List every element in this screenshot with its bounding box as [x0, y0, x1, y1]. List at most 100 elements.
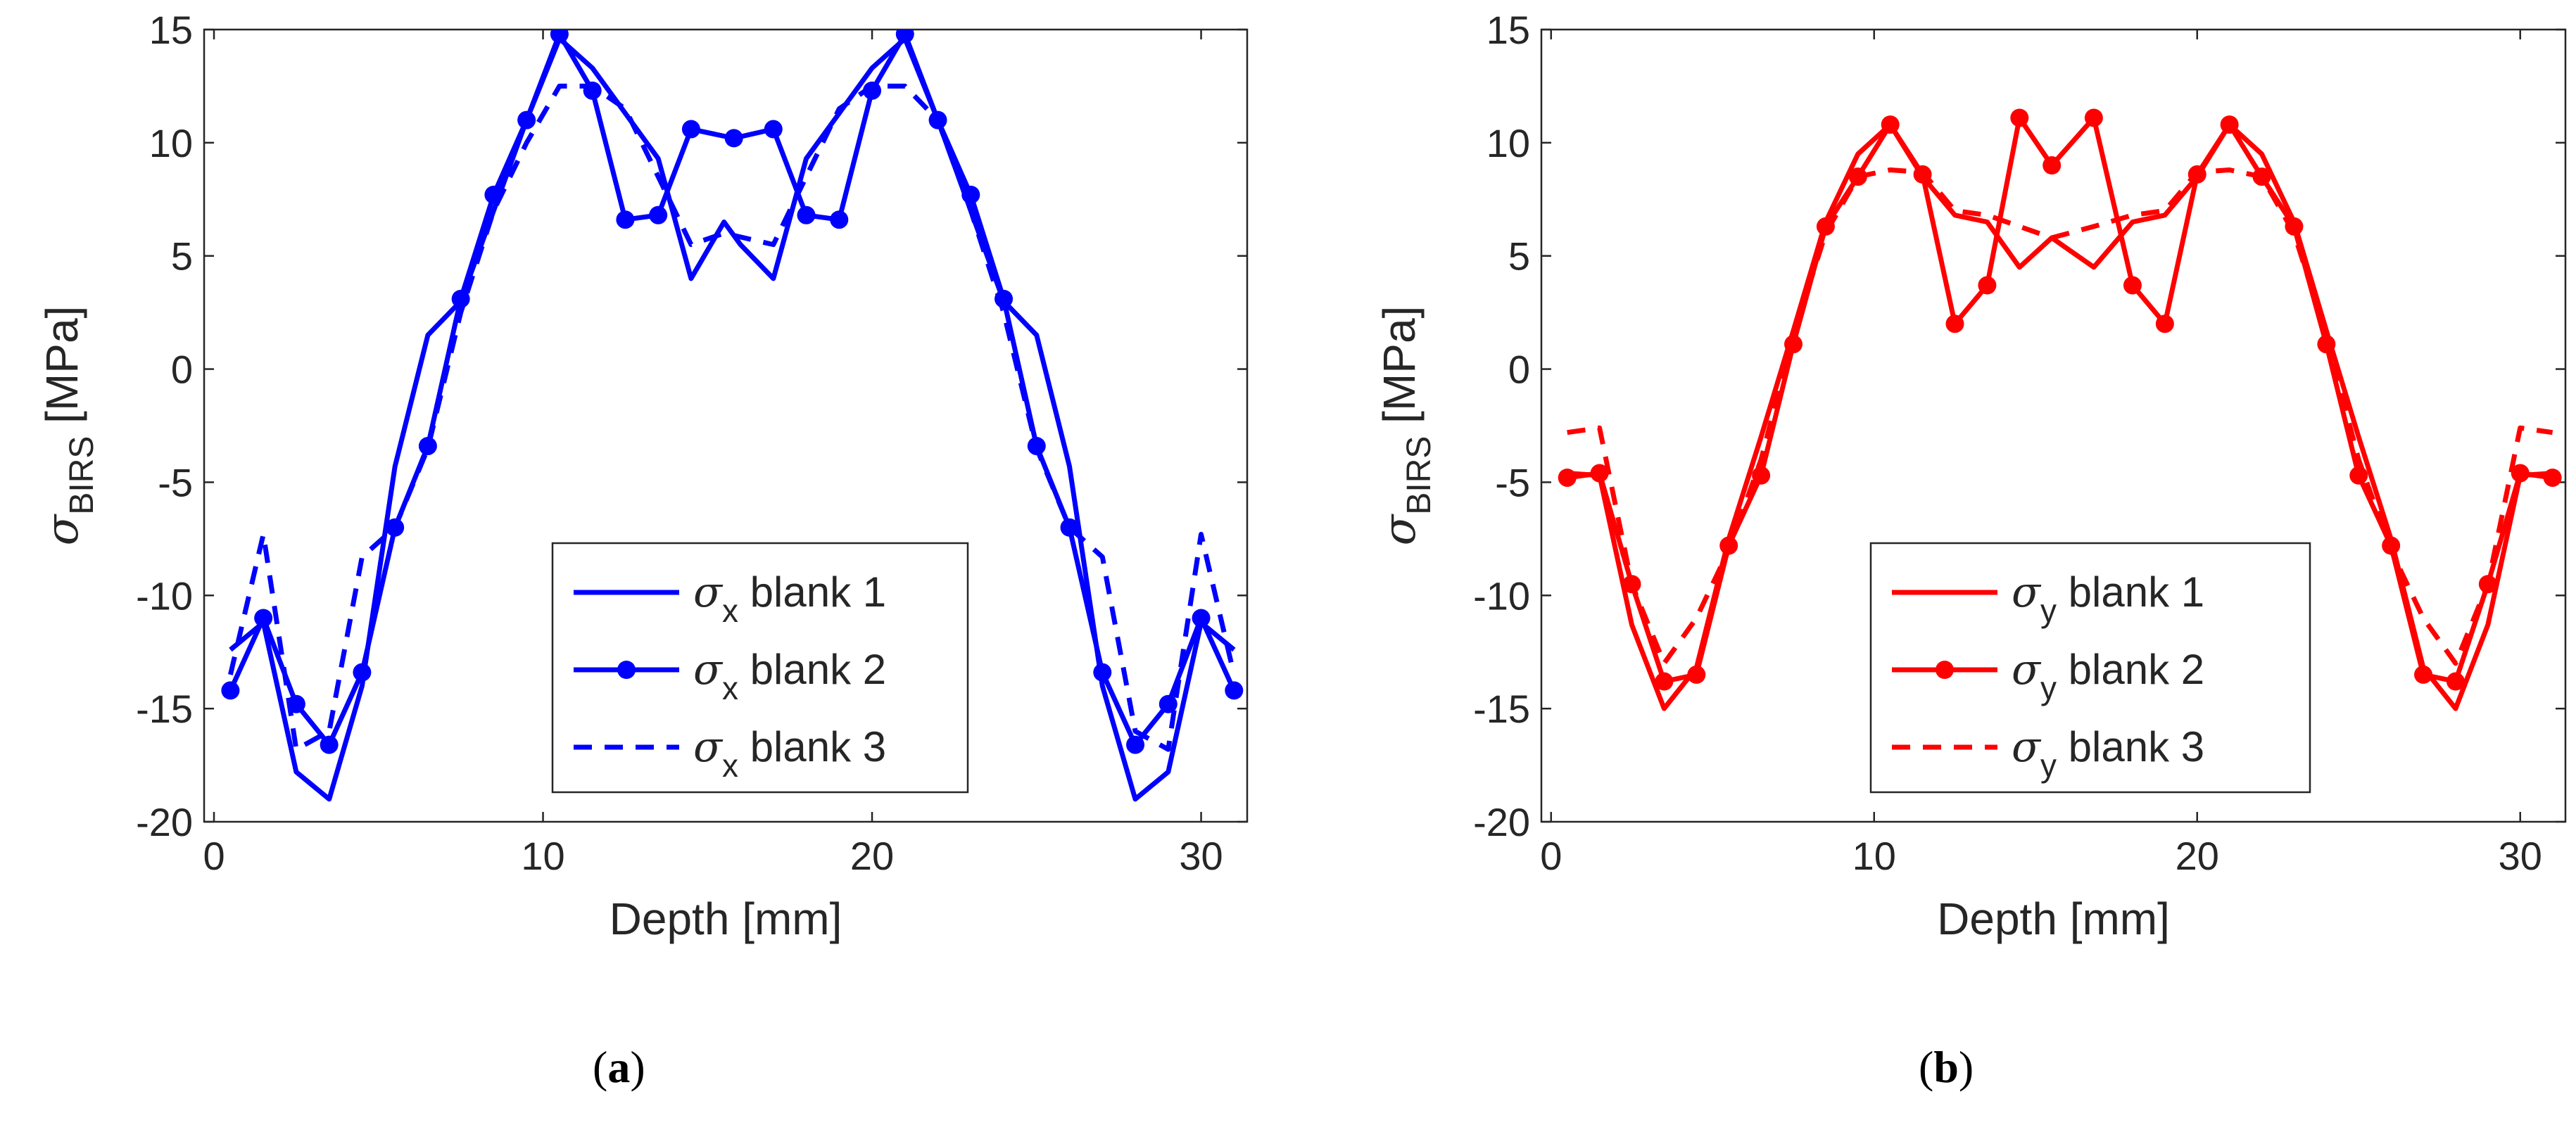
- panel-a-series-blank-2-point: [797, 205, 816, 224]
- panel-b-series-blank-2-point: [1752, 466, 1771, 485]
- panel-b-legend-blank-2-marker: [1936, 661, 1954, 679]
- panel-b-ytick-label: -15: [1473, 687, 1530, 731]
- panel-a-legend-blank-2-symbol: σ: [693, 645, 724, 694]
- panel-b-ytick-label: -20: [1473, 800, 1530, 844]
- panel-b-series-blank-2-point: [1590, 464, 1609, 483]
- panel-b-series-blank-2-point: [2414, 665, 2433, 684]
- panel-a-legend-blank-1-name: blank 1: [738, 568, 886, 616]
- panel-a-ytick-label: 15: [149, 8, 193, 52]
- panel-a-series-blank-2-point: [724, 129, 743, 148]
- panel-b-y-axis-symbol: σ: [1374, 513, 1426, 545]
- panel-b-series-blank-2-point: [2043, 156, 2062, 175]
- panel-b-legend-blank-1-label: σy blank 1: [2012, 568, 2204, 629]
- panel-a-series-blank-2-point: [1126, 735, 1145, 754]
- panel-b-plot-area: [1540, 28, 2567, 823]
- panel-b-xtick-label: 30: [2499, 834, 2542, 878]
- panel-a-legend-blank-3-label: σx blank 3: [693, 723, 886, 784]
- panel-b-legend-blank-1-symbol: σ: [2012, 568, 2042, 617]
- panel-b-series-blank-2-point: [2446, 672, 2465, 691]
- panel-b-legend-blank-1-subscript: y: [2040, 592, 2057, 629]
- panel-b-chart: -20 -15 -10 -5 0 5 10 15 0 10 20 30 Depth [mm] σBIRS …: [1374, 8, 2567, 944]
- panel-b-legend-blank-1-name: blank 1: [2057, 568, 2204, 616]
- panel-a-ytick-label: -15: [136, 687, 193, 731]
- panel-a-legend-blank-3-subscript: x: [722, 747, 738, 784]
- panel-b-series-blank-2-point: [1687, 665, 1706, 684]
- panel-a-series-blank-2-point: [1093, 663, 1112, 682]
- panel-a-ytick-label: -10: [136, 573, 193, 618]
- panel-label-b: (b): [1919, 1042, 1974, 1092]
- panel-b-legend-blank-3-label: σy blank 3: [2012, 723, 2204, 784]
- panel-a-series-blank-2-point: [895, 30, 914, 44]
- panel-a-series-blank-2-point: [961, 185, 980, 204]
- panel-a-y-axis-unit: [MPa]: [37, 306, 87, 436]
- panel-a-y-axis-label: σBIRS [MPa]: [37, 306, 101, 546]
- panel-a-legend-blank-1-label: σx blank 1: [693, 568, 886, 629]
- panel-b-legend-blank-2-symbol: σ: [2012, 645, 2042, 694]
- panel-a-ytick-label: 5: [171, 234, 193, 279]
- panel-b-series-blank-2-point: [2084, 108, 2103, 127]
- panel-a-series-blank-2-point: [1158, 694, 1177, 713]
- panel-b-series-blank-2-point: [1978, 276, 1997, 295]
- panel-a-series-blank-2-point: [649, 205, 668, 224]
- panel-a-series-blank-2-point: [254, 609, 273, 628]
- panel-a-ytick-label: -20: [136, 800, 193, 844]
- panel-b-ytick-label: 0: [1508, 348, 1530, 392]
- panel-b-series-blank-2-point: [1945, 314, 1964, 333]
- panel-b-ytick-label: -5: [1495, 460, 1530, 504]
- panel-a-series-blank-1-line: [229, 36, 1236, 802]
- panel-a-series-blank-2-point: [863, 81, 882, 100]
- panel-a-series-blank-3-line: [227, 83, 1237, 752]
- panel-a-series-blank-2-point: [451, 289, 470, 308]
- panel-a-y-axis-symbol: σ: [37, 513, 89, 545]
- panel-a-series-blank-2-point: [221, 681, 240, 700]
- panel-a-xtick-label: 0: [203, 834, 225, 878]
- panel-b-series-blank-3-line: [1567, 167, 2553, 666]
- panel-a-y-axis-subscript: BIRS: [63, 436, 101, 515]
- panel-label-b-letter: b: [1933, 1042, 1959, 1092]
- panel-a-legend-blank-2-name: blank 2: [738, 646, 886, 693]
- panel-b-ytick-label: 15: [1486, 8, 1530, 52]
- panel-b-series-group: [1558, 108, 2562, 711]
- panel-a-legend-blank-3-name: blank 3: [738, 723, 886, 770]
- panel-b-x-axis-label: Depth [mm]: [1937, 894, 2170, 944]
- panel-a-chart: -20 -15 -10 -5 0 5 10 15 0 10 20 30 Depth [mm] σBIRS …: [37, 8, 1249, 944]
- panel-b-ytick-label: 10: [1486, 121, 1530, 165]
- panel-b-legend-blank-2-name: blank 2: [2057, 646, 2204, 693]
- panel-b-series-blank-2-point: [2123, 276, 2142, 295]
- panel-a-xtick-label: 10: [521, 834, 564, 878]
- panel-b-series-blank-2-point: [1655, 672, 1674, 691]
- panel-a-legend-blank-1-symbol: σ: [693, 568, 724, 617]
- panel-a-series-blank-2-point: [681, 120, 700, 139]
- panel-a-plot-area: [203, 28, 1249, 823]
- panel-a-legend-blank-2-label: σx blank 2: [693, 645, 886, 706]
- panel-a-xtick-label: 20: [850, 834, 894, 878]
- panel-b-y-axis-label: σBIRS [MPa]: [1374, 306, 1438, 546]
- panel-b-series-blank-2-point: [2220, 115, 2239, 134]
- panel-b-series-blank-2-point: [1558, 468, 1577, 487]
- panel-a-legend-blank-3-symbol: σ: [693, 723, 724, 772]
- panel-b-legend-blank-2-label: σy blank 2: [2012, 645, 2204, 706]
- panel-a-series-blank-2-point: [1192, 609, 1211, 628]
- panel-b-legend-blank-2-subscript: y: [2040, 670, 2057, 706]
- panel-a-series-blank-2-point: [764, 120, 783, 139]
- panel-b-legend-blank-3-name: blank 3: [2057, 723, 2204, 770]
- panel-b-series-blank-2-point: [2511, 464, 2530, 483]
- panel-b-series-blank-2-point: [2543, 468, 2562, 487]
- panel-b-series-blank-2-point: [2349, 466, 2368, 485]
- panel-b-y-axis-unit: [MPa]: [1374, 306, 1425, 436]
- panel-a-series-blank-2-point: [830, 210, 849, 229]
- panel-a-legend-blank-2-marker: [617, 661, 636, 679]
- panel-a-series-blank-2-point: [1225, 681, 1244, 700]
- panel-a-series-blank-2-point: [353, 663, 372, 682]
- panel-a-legend: σx blank 1σx blank 2σx blank 3: [551, 542, 969, 794]
- panel-label-a-letter: a: [607, 1042, 631, 1092]
- panel-b-legend-blank-3-symbol: σ: [2012, 723, 2042, 772]
- panel-a-legend-blank-2-subscript: x: [722, 670, 738, 706]
- panel-a-series-group: [221, 30, 1244, 802]
- panel-a-series-blank-2-point: [320, 735, 339, 754]
- panel-a-series-blank-2-point: [418, 436, 437, 455]
- panel-b-y-axis-subscript: BIRS: [1401, 436, 1438, 515]
- panel-a-ytick-label: -5: [158, 460, 193, 504]
